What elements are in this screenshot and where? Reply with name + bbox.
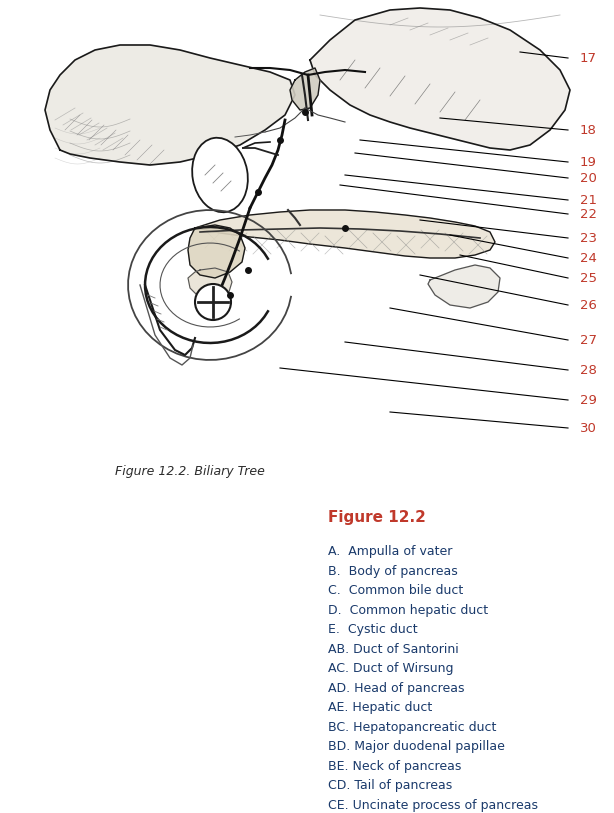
Polygon shape (45, 45, 295, 165)
Polygon shape (188, 268, 232, 300)
Polygon shape (188, 225, 245, 278)
Text: 26: 26 (580, 298, 597, 311)
Text: 28: 28 (580, 363, 597, 376)
Text: 30: 30 (580, 421, 597, 434)
Text: 20: 20 (580, 172, 597, 185)
Text: 18: 18 (580, 124, 597, 137)
Text: AC. Duct of Wirsung: AC. Duct of Wirsung (328, 662, 454, 675)
Text: AD. Head of pancreas: AD. Head of pancreas (328, 681, 465, 694)
Polygon shape (195, 210, 495, 258)
Text: 17: 17 (580, 51, 597, 64)
Text: 22: 22 (580, 207, 597, 220)
Text: 19: 19 (580, 155, 597, 168)
Text: B.  Body of pancreas: B. Body of pancreas (328, 564, 458, 577)
Text: E.  Cystic duct: E. Cystic duct (328, 623, 418, 636)
Circle shape (195, 284, 231, 320)
Text: Figure 12.2. Biliary Tree: Figure 12.2. Biliary Tree (115, 465, 265, 478)
Polygon shape (290, 68, 320, 110)
Text: CE. Uncinate process of pancreas: CE. Uncinate process of pancreas (328, 798, 538, 811)
Text: 29: 29 (580, 393, 597, 406)
Text: D.  Common hepatic duct: D. Common hepatic duct (328, 603, 488, 616)
Text: Figure 12.2: Figure 12.2 (328, 510, 426, 525)
Text: AB. Duct of Santorini: AB. Duct of Santorini (328, 642, 459, 655)
Text: C.  Common bile duct: C. Common bile duct (328, 584, 463, 597)
Text: 27: 27 (580, 333, 597, 346)
Ellipse shape (192, 137, 248, 212)
Text: 23: 23 (580, 232, 597, 245)
Text: 25: 25 (580, 272, 597, 285)
Text: 21: 21 (580, 193, 597, 207)
Polygon shape (428, 265, 500, 308)
Text: BD. Major duodenal papillae: BD. Major duodenal papillae (328, 740, 505, 753)
Polygon shape (310, 8, 570, 150)
Text: A.  Ampulla of vater: A. Ampulla of vater (328, 545, 453, 558)
Text: BE. Neck of pancreas: BE. Neck of pancreas (328, 759, 461, 772)
Text: 24: 24 (580, 251, 597, 264)
Text: AE. Hepatic duct: AE. Hepatic duct (328, 701, 432, 714)
Text: CD. Tail of pancreas: CD. Tail of pancreas (328, 779, 453, 792)
Text: BC. Hepatopancreatic duct: BC. Hepatopancreatic duct (328, 720, 496, 733)
